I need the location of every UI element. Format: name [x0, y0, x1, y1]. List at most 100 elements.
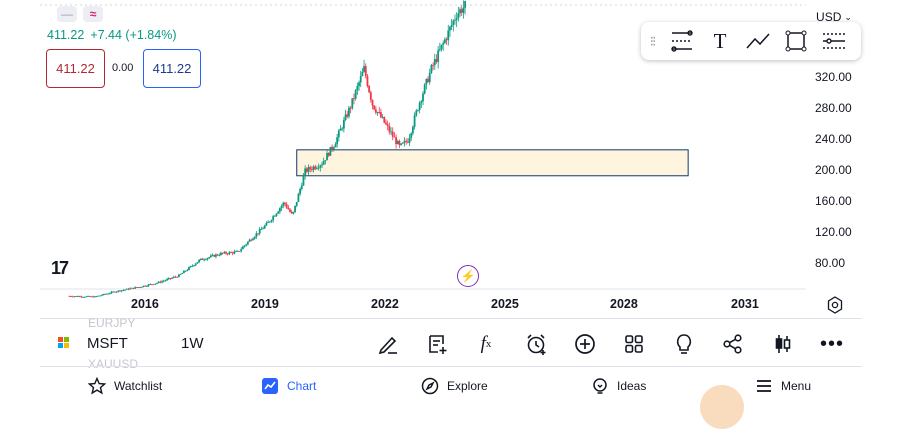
nav-chart[interactable]: Chart [261, 372, 316, 400]
candle-body [408, 137, 411, 143]
candle-body [230, 252, 232, 253]
candle-body [438, 49, 441, 51]
candle-body [241, 246, 244, 250]
minimize-button[interactable]: — [57, 6, 77, 22]
symbol-selector[interactable]: MSFT [87, 335, 128, 352]
candle-body [206, 258, 209, 260]
chart-area[interactable] [40, 0, 808, 318]
candle-body [449, 26, 451, 31]
candle-body [299, 188, 302, 194]
candle-body [216, 254, 219, 256]
candle-body [167, 278, 170, 280]
rectangle-icon[interactable] [777, 22, 815, 60]
last-price: 411.22 [47, 28, 85, 42]
star-icon [88, 377, 106, 395]
price-chart[interactable] [40, 0, 808, 318]
candle-body [250, 239, 253, 241]
layout-grid-icon[interactable] [621, 331, 647, 357]
candle-body [98, 295, 101, 297]
nav-explore[interactable]: Explore [421, 372, 488, 400]
candle-body [346, 114, 349, 117]
candle-body [459, 9, 461, 14]
candle-body [100, 295, 103, 297]
candle-body [401, 142, 404, 144]
nav-ideas-label: Ideas [617, 379, 647, 393]
add-circle-icon[interactable] [572, 331, 598, 357]
candle-body [247, 241, 249, 245]
candle-body [363, 66, 365, 72]
currency-selector[interactable]: USD ⌄ [808, 6, 860, 28]
candle-body [88, 296, 91, 297]
drag-handle-icon[interactable]: ⁝⁝ [649, 32, 657, 49]
candle-body [368, 86, 371, 93]
candle-body [102, 294, 105, 296]
divider [40, 366, 862, 367]
candle-body [376, 112, 379, 113]
fib-retracement-icon[interactable] [663, 22, 701, 60]
y-tick-label: 240.00 [815, 132, 852, 146]
candle-body [253, 236, 256, 239]
nav-watchlist[interactable]: Watchlist [88, 372, 162, 400]
candle-body [120, 290, 123, 292]
candle-body [406, 141, 409, 143]
nav-ideas[interactable]: Ideas [591, 372, 646, 400]
candle-body [137, 287, 140, 288]
y-tick-label: 120.00 [815, 225, 852, 239]
alert-clock-icon[interactable] [523, 331, 549, 357]
candle-body [348, 107, 350, 117]
lightning-icon[interactable]: ⚡ [457, 265, 479, 287]
indicator-button[interactable]: ≈ [83, 6, 103, 22]
sell-button[interactable]: 411.22 [46, 49, 105, 88]
share-icon[interactable] [720, 331, 746, 357]
candle-body [428, 72, 431, 83]
candle-body [93, 296, 96, 298]
candle-body [233, 251, 236, 254]
candle-body [386, 124, 389, 126]
currency-label: USD [816, 10, 842, 24]
buy-button[interactable]: 411.22 [143, 49, 201, 88]
candle-body [418, 102, 421, 111]
x-tick-label: 2016 [131, 297, 159, 311]
settings-lines-icon[interactable] [815, 22, 853, 60]
candle-body [124, 289, 126, 291]
chart-settings-icon[interactable] [826, 296, 844, 314]
idea-bulb-icon[interactable] [671, 331, 697, 357]
lightbulb-icon [593, 378, 607, 394]
candle-body [139, 287, 142, 288]
chevron-down-icon: ⌄ [844, 11, 852, 22]
text-icon[interactable]: T [713, 28, 727, 53]
candle-body [284, 202, 286, 205]
candle-body [371, 99, 374, 106]
candle-body [87, 296, 89, 297]
more-icon[interactable]: ••• [819, 332, 844, 355]
candle-body [162, 280, 165, 282]
candle-body [208, 257, 211, 259]
candle-body [413, 115, 416, 127]
candle-body [317, 167, 320, 169]
candle-body [225, 252, 227, 254]
candle-body [142, 285, 145, 287]
interval-selector[interactable]: 1W [181, 335, 204, 352]
candle-body [262, 228, 264, 230]
trend-line-icon[interactable] [739, 22, 777, 60]
candle-body [302, 175, 305, 186]
candle-body [122, 290, 125, 291]
candle-body [443, 39, 446, 43]
symbol-button-group: — ≈ [57, 6, 103, 22]
nav-menu[interactable]: Menu [755, 372, 811, 400]
candle-body [305, 168, 308, 172]
x-tick-label: 2031 [731, 297, 759, 311]
candle-body [157, 281, 160, 284]
candle-style-icon[interactable] [770, 331, 796, 357]
candle-body [398, 140, 401, 145]
candle-body [289, 209, 291, 212]
add-note-icon[interactable] [424, 331, 450, 357]
candle-body [442, 42, 445, 45]
candle-body [327, 153, 330, 156]
pen-icon[interactable] [375, 331, 401, 357]
candle-body [351, 98, 354, 109]
candle-body [108, 293, 111, 295]
candle-body [349, 107, 352, 109]
candle-body [445, 39, 448, 41]
